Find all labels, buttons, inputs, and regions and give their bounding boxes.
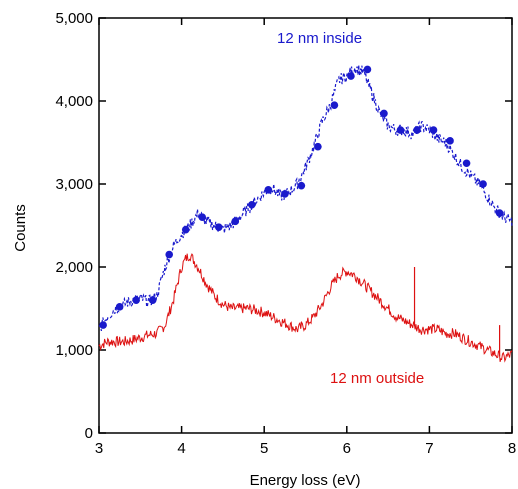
x-axis-ticks: 3 4 5 6 7 8 (95, 18, 516, 457)
y-tick-label: 1,000 (55, 342, 93, 359)
series-label-outside: 12 nm outside (330, 370, 424, 387)
series-marker-inside (132, 296, 140, 305)
series-marker-inside (446, 137, 454, 145)
y-axis-ticks: 0 1,000 2,000 3,000 4,000 5,000 (55, 10, 512, 442)
series-marker-inside (347, 72, 355, 80)
series-marker-inside (99, 321, 107, 329)
series-marker-inside (330, 101, 339, 109)
y-axis-title: Counts (12, 204, 29, 252)
series-marker-inside (198, 213, 207, 221)
x-tick-label: 6 (343, 440, 351, 457)
series-marker-inside (264, 186, 273, 194)
series-marker-inside (314, 142, 322, 151)
series-line-inside (98, 65, 513, 332)
series-line-outside (98, 253, 513, 363)
y-tick-label: 4,000 (55, 93, 93, 110)
series-marker-inside (479, 180, 487, 188)
x-tick-label: 4 (177, 440, 185, 457)
x-tick-label: 7 (425, 440, 433, 457)
series-label-inside: 12 nm inside (277, 30, 362, 47)
y-tick-label: 3,000 (55, 176, 93, 193)
series-marker-inside (396, 126, 405, 134)
x-axis-title: Energy loss (eV) (250, 472, 361, 489)
plot-frame (98, 17, 513, 434)
series-marker-inside (495, 209, 504, 217)
series-marker-inside (462, 159, 471, 168)
y-tick-label: 5,000 (55, 10, 93, 27)
series-layer (98, 65, 513, 363)
x-tick-label: 3 (95, 440, 103, 457)
series-marker-inside (231, 217, 240, 226)
x-tick-label: 8 (508, 440, 516, 457)
series-marker-inside (165, 250, 174, 259)
y-tick-label: 0 (85, 425, 93, 442)
series-marker-inside (115, 303, 124, 311)
series-marker-inside (297, 181, 306, 190)
y-tick-label: 2,000 (55, 259, 93, 276)
axes-frame (98, 17, 513, 434)
series-marker-inside (148, 296, 157, 305)
series-marker-inside (181, 225, 190, 234)
series-marker-inside (248, 200, 256, 209)
series-marker-inside (413, 126, 421, 134)
series-marker-inside (380, 109, 388, 118)
series-marker-inside (214, 223, 223, 231)
x-tick-label: 5 (260, 440, 268, 457)
series-marker-inside (363, 65, 372, 74)
series-marker-inside (281, 190, 289, 198)
series-marker-inside (429, 126, 438, 134)
